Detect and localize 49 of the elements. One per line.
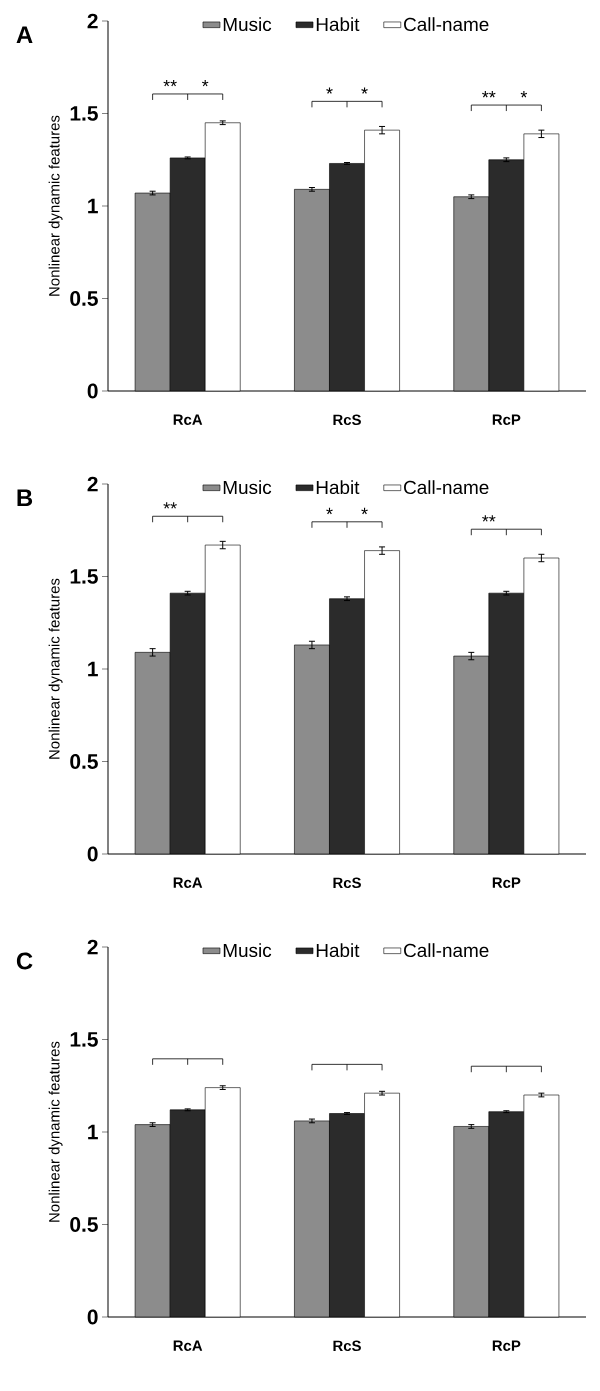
y-tick-label: 1.5 [70, 106, 98, 121]
y-tick-label: 0 [87, 383, 98, 399]
legend-label: Habit [316, 480, 360, 495]
y-axis-title: Nonlinear dynamic features [48, 115, 63, 296]
x-tick-label: RcA [173, 414, 203, 425]
x-tick-label: RcS [333, 414, 361, 426]
x-tick-label: RcA [173, 877, 203, 888]
legend-label: Habit [316, 17, 360, 32]
y-tick-label: 0 [87, 846, 98, 862]
annotation: * [326, 507, 333, 515]
annotation: * [201, 80, 209, 87]
chart-title: B [17, 489, 33, 506]
legend-label: Music [223, 943, 272, 958]
legend-label: Music [223, 480, 272, 495]
annotation: ** [163, 80, 177, 87]
x-tick-label: RcS [333, 1340, 361, 1352]
y-tick-label: 1.5 [70, 569, 98, 584]
y-tick-label: 0 [87, 1309, 98, 1325]
legend-label: Call-name [404, 17, 489, 32]
y-tick-label: 1 [88, 1124, 98, 1140]
annotation: ** [482, 515, 496, 522]
y-tick-label: 0.5 [70, 1217, 98, 1232]
chart-title: A [16, 26, 33, 43]
y-tick-label: 0.5 [70, 754, 98, 769]
y-tick-label: 1.5 [70, 1032, 98, 1047]
annotation: ** [482, 91, 496, 98]
x-tick-label: RcP [492, 414, 521, 425]
y-tick-label: 2 [87, 476, 98, 492]
y-axis-title: Nonlinear dynamic features [48, 1041, 63, 1222]
y-tick-label: 2 [87, 939, 98, 955]
chart-title: C [16, 952, 33, 970]
legend-label: Call-name [404, 943, 489, 958]
legend-label: Call-name [404, 480, 489, 495]
y-tick-label: 1 [88, 198, 98, 214]
x-tick-label: RcP [492, 877, 521, 888]
x-tick-label: RcS [333, 877, 361, 889]
x-tick-label: RcP [492, 1340, 521, 1351]
annotation: * [361, 507, 368, 515]
annotation: * [520, 91, 528, 98]
annotation: * [326, 87, 333, 94]
legend-label: Music [223, 17, 272, 32]
legend-label: Habit [316, 943, 360, 958]
annotation: * [361, 87, 368, 94]
x-tick-label: RcA [173, 1340, 203, 1351]
y-tick-label: 2 [87, 13, 98, 29]
annotation: ** [163, 502, 177, 509]
y-axis-title: Nonlinear dynamic features [48, 578, 63, 759]
y-tick-label: 0.5 [70, 291, 98, 306]
y-tick-label: 1 [88, 661, 98, 677]
